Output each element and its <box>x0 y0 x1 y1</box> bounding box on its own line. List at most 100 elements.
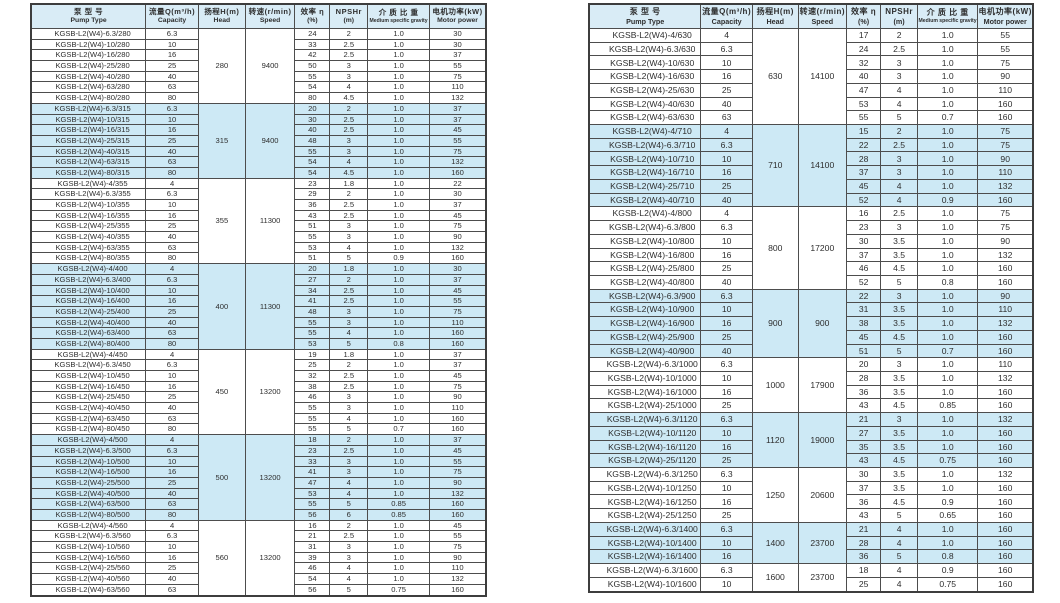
efficiency-cell: 28 <box>845 535 882 551</box>
capacity-cell: 10 <box>145 38 199 51</box>
capacity-cell: 10 <box>700 370 753 386</box>
npshr-cell: 2 <box>329 359 369 371</box>
npshr-cell: 4.5 <box>880 329 919 345</box>
gravity-cell: 1.0 <box>917 178 979 194</box>
capacity-cell: 10 <box>700 55 753 71</box>
capacity-cell: 63 <box>145 156 199 168</box>
pump-model-cell: KGSB-L2(W4)-25/1000 <box>588 398 702 414</box>
pump-model-cell: KGSB-L2(W4)-10/1000 <box>588 370 702 386</box>
col-header-power-en: Motor power <box>983 16 1027 26</box>
table-row: KGSB-L2(W4)-10/630 10 32 3 1.0 75 <box>588 55 1034 71</box>
power-cell: 90 <box>429 231 487 243</box>
efficiency-cell: 15 <box>845 124 882 139</box>
table-row: KGSB-L2(W4)-10/280 10 33 2.5 1.0 30 <box>30 38 487 51</box>
power-cell: 160 <box>429 498 487 510</box>
pump-model-cell: KGSB-L2(W4)-6.3/1400 <box>588 521 702 537</box>
capacity-cell: 25 <box>700 398 753 414</box>
pump-model-cell: KGSB-L2(W4)-10/315 <box>30 113 147 126</box>
npshr-cell: 3 <box>329 231 369 243</box>
gravity-cell: 1.0 <box>917 220 979 235</box>
col-header-power-en: Motor power <box>437 16 478 24</box>
capacity-cell: 6.3 <box>700 412 753 427</box>
power-cell: 90 <box>977 288 1034 304</box>
npshr-cell: 3.5 <box>880 233 919 249</box>
pump-model-cell: KGSB-L2(W4)-4/710 <box>588 124 702 139</box>
col-header-npshr-en: (m) <box>893 16 905 26</box>
capacity-cell: 63 <box>700 110 753 126</box>
npshr-cell: 4 <box>880 521 919 537</box>
pump-model-cell: KGSB-L2(W4)-6.3/355 <box>30 188 147 200</box>
pump-model-cell: KGSB-L2(W4)-25/710 <box>588 178 702 194</box>
power-cell: 75 <box>429 145 487 158</box>
efficiency-cell: 30 <box>845 467 882 482</box>
power-cell: 160 <box>977 329 1034 345</box>
table-row: KGSB-L2(W4)-6.3/1120 6.3 1120 19000 21 3 1.0 13… <box>588 412 1034 468</box>
pump-model-cell: KGSB-L2(W4)-10/630 <box>588 55 702 71</box>
efficiency-cell: 23 <box>294 444 331 457</box>
capacity-cell: 10 <box>145 541 199 553</box>
pump-model-cell: KGSB-L2(W4)-40/500 <box>30 487 147 500</box>
capacity-cell: 40 <box>700 96 753 112</box>
table-row: KGSB-L2(W4)-40/500 40 53 4 1.0 132 <box>30 487 487 500</box>
gravity-cell: 1.0 <box>917 151 979 167</box>
efficiency-cell: 43 <box>845 398 882 414</box>
npshr-cell: 4 <box>880 96 919 112</box>
power-cell: 45 <box>429 519 487 532</box>
gravity-cell: 1.0 <box>367 359 431 371</box>
table-row: KGSB-L2(W4)-10/450 10 32 2.5 1.0 45 <box>30 370 487 382</box>
table-row: KGSB-L2(W4)-63/450 63 55 4 1.0 160 <box>30 412 487 425</box>
capacity-cell: 16 <box>700 439 753 455</box>
pump-model-cell: KGSB-L2(W4)-16/1250 <box>588 494 702 510</box>
efficiency-cell: 45 <box>845 329 882 345</box>
npshr-cell: 4 <box>329 241 369 254</box>
power-cell: 37 <box>429 359 487 371</box>
gravity-cell: 1.0 <box>367 466 431 478</box>
pump-model-cell: KGSB-L2(W4)-80/355 <box>30 252 147 265</box>
efficiency-cell: 42 <box>294 49 331 62</box>
power-cell: 160 <box>977 576 1034 593</box>
pump-model-cell: KGSB-L2(W4)-40/400 <box>30 316 147 329</box>
efficiency-cell: 52 <box>845 274 882 290</box>
gravity-cell: 1.0 <box>367 519 431 532</box>
capacity-cell: 40 <box>145 487 199 500</box>
npshr-cell: 2.5 <box>329 370 369 382</box>
head-cell: 400 <box>197 263 246 350</box>
pump-model-cell: KGSB-L2(W4)-10/800 <box>588 233 702 249</box>
pump-model-cell: KGSB-L2(W4)-40/315 <box>30 145 147 158</box>
efficiency-cell: 55 <box>294 412 331 425</box>
npshr-cell: 3.5 <box>880 316 919 331</box>
gravity-cell: 1.0 <box>917 96 979 112</box>
efficiency-cell: 41 <box>294 295 331 307</box>
capacity-cell: 10 <box>700 576 753 593</box>
col-header-speed: 转速(r/min) Speed <box>797 3 848 29</box>
pump-model-cell: KGSB-L2(W4)-63/630 <box>588 110 702 126</box>
col-header-efficiency: 效率 η (%) <box>294 3 331 29</box>
power-cell: 90 <box>429 391 487 404</box>
npshr-cell: 2.5 <box>880 41 919 57</box>
col-header-power-zh: 电机功率(kW) <box>432 7 483 17</box>
gravity-cell: 1.0 <box>367 573 431 585</box>
efficiency-cell: 54 <box>294 156 331 168</box>
efficiency-cell: 24 <box>294 28 331 40</box>
capacity-cell: 40 <box>700 274 753 290</box>
npshr-cell: 3 <box>880 288 919 304</box>
table-row: KGSB-L2(W4)-80/400 80 53 5 0.8 160 <box>30 337 487 350</box>
head-cell: 500 <box>197 434 246 521</box>
capacity-cell: 10 <box>145 370 199 382</box>
table-row: KGSB-L2(W4)-6.3/400 6.3 27 2 1.0 37 <box>30 273 487 286</box>
power-cell: 110 <box>977 357 1034 372</box>
efficiency-cell: 55 <box>294 402 331 414</box>
col-header-efficiency: 效率 η (%) <box>845 3 882 29</box>
capacity-cell: 6.3 <box>145 273 199 286</box>
power-cell: 55 <box>429 455 487 468</box>
gravity-cell: 0.85 <box>367 508 431 521</box>
pump-model-cell: KGSB-L2(W4)-6.3/450 <box>30 359 147 371</box>
capacity-cell: 63 <box>145 81 199 94</box>
power-cell: 160 <box>977 384 1034 400</box>
gravity-cell: 1.0 <box>367 220 431 233</box>
power-cell: 45 <box>429 209 487 222</box>
power-cell: 132 <box>429 487 487 500</box>
capacity-cell: 80 <box>145 508 199 521</box>
npshr-cell: 2.5 <box>329 209 369 222</box>
col-header-power: 电机功率(kW) Motor power <box>429 3 487 29</box>
